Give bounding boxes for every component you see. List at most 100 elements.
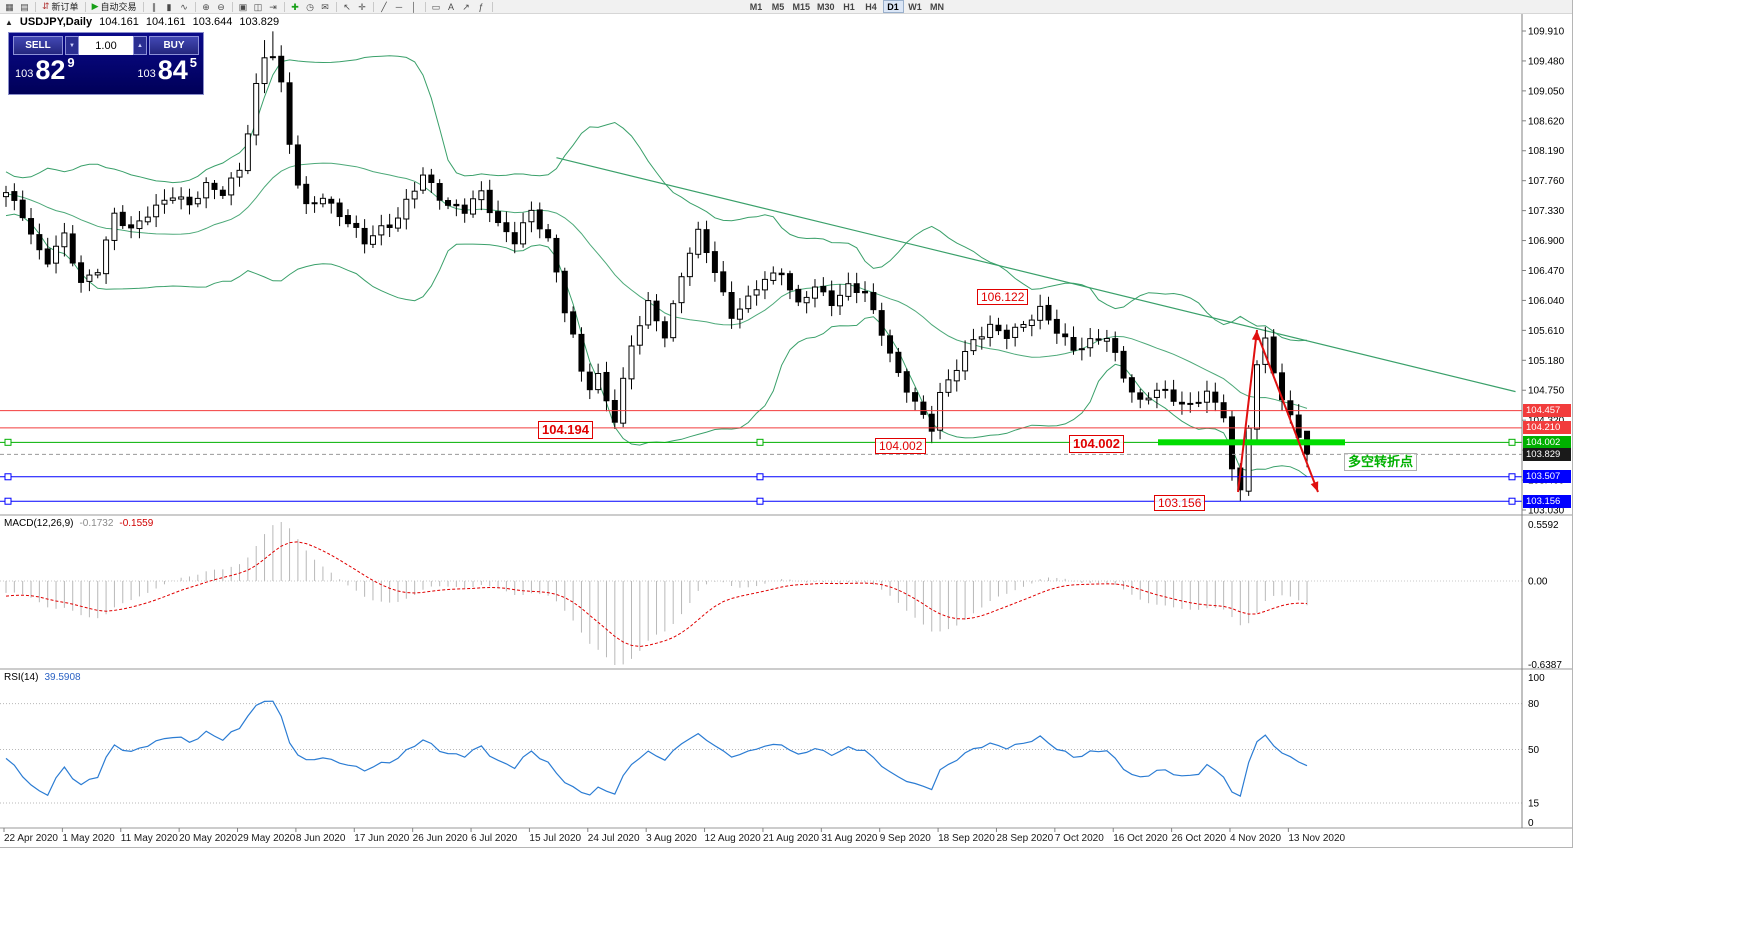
collapse-one-click-icon[interactable]: ▲ [5,17,13,27]
svg-text:12 Aug 2020: 12 Aug 2020 [705,833,762,844]
svg-text:105.610: 105.610 [1528,326,1565,337]
price-annotation-box[interactable]: 104.194 [538,421,593,439]
new-order-icon: ⇵ [42,1,50,11]
cursor-icon[interactable]: ↖ [340,0,355,13]
svg-text:11 May 2020: 11 May 2020 [121,833,179,844]
autotrading-label: 自动交易 [100,2,137,12]
chart-canvas[interactable]: 109.910 109.480 109.050 108.620 108.190 107.7… [0,0,1572,846]
new-chart-window-icon[interactable]: ▦ [2,0,17,13]
buy-button[interactable]: BUY [149,36,199,55]
toolbar-separator [491,1,493,12]
timeframe-button-h4[interactable]: H4 [861,0,882,13]
timeframe-button-d1[interactable]: D1 [882,0,904,13]
svg-text:6 Jul 2020: 6 Jul 2020 [471,833,518,844]
svg-text:1 May 2020: 1 May 2020 [62,833,115,844]
timeframe-button-m30[interactable]: M30 [814,0,838,13]
bar-chart-mode-icon[interactable]: ∥ [147,0,162,13]
price-annotation-box[interactable]: 103.156 [1154,495,1206,511]
macd-name: MACD(12,26,9) [4,518,74,529]
timeframe-button-h1[interactable]: H1 [839,0,860,13]
shapes-tool-icon[interactable]: ▭ [429,0,444,13]
text-tool-icon[interactable]: A [444,0,459,13]
svg-text:108.620: 108.620 [1528,116,1565,127]
timeframe-button-mn[interactable]: MN [927,0,948,13]
price-annotation-box[interactable]: 106.122 [977,289,1029,305]
price-level-label-103.507: 103.507 [1523,470,1571,484]
indicators-list-icon[interactable]: ƒ [474,0,489,13]
svg-text:18 Sep 2020: 18 Sep 2020 [938,833,995,844]
svg-text:15 Jul 2020: 15 Jul 2020 [529,833,581,844]
macd-label: MACD(12,26,9) -0.1732 -0.1559 [4,518,153,529]
one-click-trading-panel: SELL ▼ 1.00 ▲ BUY 103 82 9 103 84 5 [8,32,204,95]
svg-text:26 Oct 2020: 26 Oct 2020 [1172,833,1227,844]
bid-big-figure: 103 [15,68,34,80]
macd-main-value: -0.1732 [79,518,114,529]
rsi-value: 39.5908 [44,672,81,683]
line-chart-mode-icon[interactable]: ∿ [177,0,192,13]
date-axis-layer: 22 Apr 2020 1 May 2020 11 May 2020 20 May 2… [3,828,1346,844]
ohlc-open: 104.161 [99,16,139,28]
arrow-tool-icon[interactable]: ↗ [459,0,474,13]
svg-text:105.180: 105.180 [1528,356,1565,367]
ask-pips: 84 [157,55,188,85]
timeframe-button-m1[interactable]: M1 [746,0,767,13]
ask-big-figure: 103 [137,68,156,80]
auto-scroll-icon[interactable]: ⇥ [266,0,281,13]
trendline-tool-icon[interactable]: ╱ [377,0,392,13]
vertical-line-tool-icon[interactable]: │ [407,0,422,13]
bid-price[interactable]: 103 82 9 [15,56,75,85]
ohlc-close: 103.829 [239,16,280,28]
price-level-label-104.002: 104.002 [1523,435,1571,449]
macd-signal-value: -0.1559 [119,518,154,529]
rsi-scale-50: 50 [1528,745,1540,756]
toolbar-separator [231,1,233,12]
price-annotation-box[interactable]: 104.002 [875,438,927,454]
volume-input[interactable]: 1.00 [79,36,133,55]
svg-text:106.470: 106.470 [1528,266,1565,277]
turning-point-note[interactable]: 多空转折点 [1344,453,1418,471]
cascade-windows-icon[interactable]: ◫ [251,0,266,13]
panel-frame-layer [0,14,1572,829]
macd-scale-min: -0.6387 [1528,660,1562,671]
clock-icon[interactable]: ◷ [303,0,318,13]
svg-text:109.050: 109.050 [1528,86,1565,97]
svg-text:108.190: 108.190 [1528,146,1565,157]
new-order-button[interactable]: ⇵ 新订单 [39,0,82,13]
chart-title: ▲ USDJPY,Daily 104.161 104.161 103.644 1… [5,16,279,28]
candlestick-mode-icon[interactable]: ▮ [162,0,177,13]
zoom-in-icon[interactable]: ⊕ [199,0,214,13]
tile-windows-icon[interactable]: ▣ [236,0,251,13]
volume-decrease-button[interactable]: ▼ [65,36,79,55]
svg-text:21 Aug 2020: 21 Aug 2020 [763,833,820,844]
toolbar: ▦ ▤ ⇵ 新订单 ▶ 自动交易 ∥ ▮ ∿ ⊕ ⊖ ▣ ◫ ⇥ ✚ ◷ ✉ ↖… [0,0,1572,14]
price-level-label-103.156: 103.156 [1523,494,1571,508]
zoom-out-icon[interactable]: ⊖ [214,0,229,13]
profiles-icon[interactable]: ▤ [17,0,32,13]
sell-button[interactable]: SELL [13,36,63,55]
timeframe-button-w1[interactable]: W1 [905,0,926,13]
price-level-label-104.210: 104.210 [1523,421,1571,435]
ask-price[interactable]: 103 84 5 [137,55,197,85]
svg-text:20 May 2020: 20 May 2020 [179,833,237,844]
macd-scale-max: 0.5592 [1528,520,1559,531]
timeframe-button-m5[interactable]: M5 [768,0,789,13]
toolbar-separator [35,1,36,12]
svg-text:17 Jun 2020: 17 Jun 2020 [354,833,409,844]
autotrading-button[interactable]: ▶ 自动交易 [89,0,140,13]
horizontal-line-tool-icon[interactable]: ─ [392,0,407,13]
svg-text:29 May 2020: 29 May 2020 [238,833,296,844]
candles-layer [3,31,1311,502]
svg-text:26 Jun 2020: 26 Jun 2020 [413,833,468,844]
svg-text:104.320: 104.320 [1528,416,1565,427]
mail-icon[interactable]: ✉ [318,0,333,13]
price-annotation-box[interactable]: 104.002 [1069,435,1124,453]
svg-text:16 Oct 2020: 16 Oct 2020 [1113,833,1168,844]
volume-increase-button[interactable]: ▲ [133,36,147,55]
toolbar-separator [283,1,285,12]
new-order-label: 新订单 [51,2,79,12]
add-indicator-icon[interactable]: ✚ [288,0,303,13]
crosshair-icon[interactable]: ✛ [355,0,370,13]
price-level-label-103.829: 103.829 [1523,447,1571,461]
timeframe-button-m15[interactable]: M15 [790,0,814,13]
toolbar-separator [84,1,86,12]
